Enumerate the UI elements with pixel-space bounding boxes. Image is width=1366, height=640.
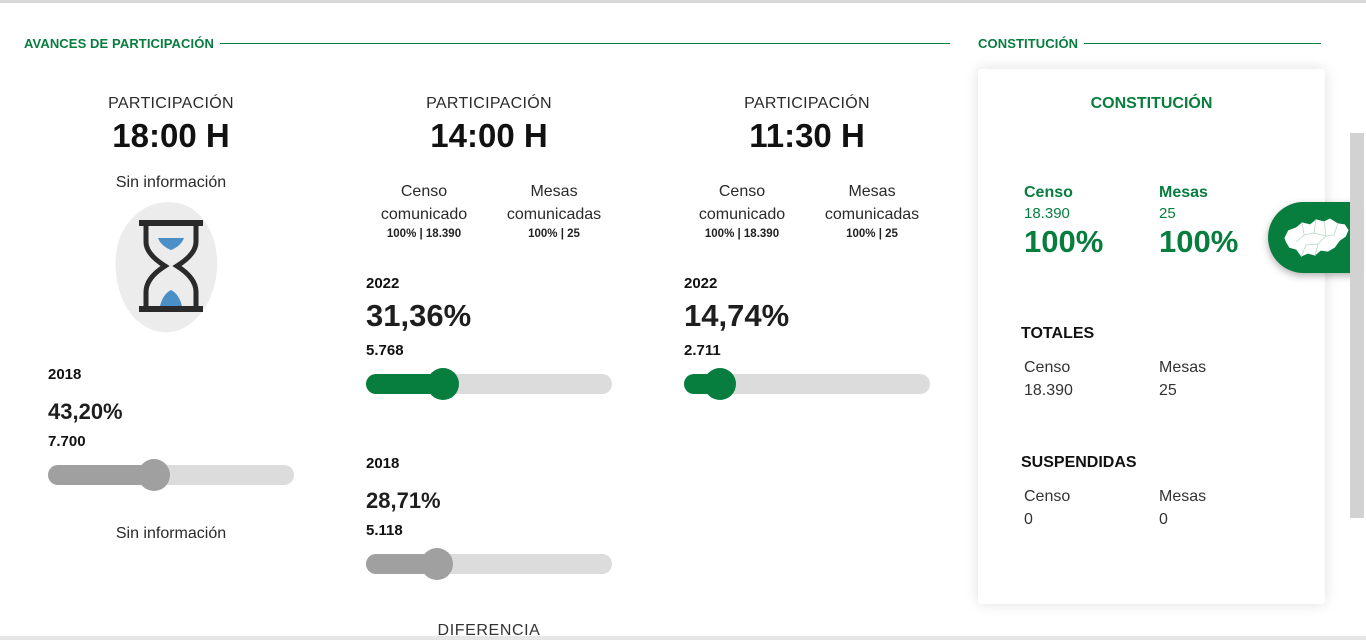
constitucion-section-title: CONSTITUCIÓN [978, 36, 1079, 51]
totales-censo-label: Censo [1024, 359, 1071, 376]
totales-mesas: Mesas 25 [1159, 356, 1206, 402]
year-2022-label: 2022 [366, 275, 400, 292]
participation-slider-2022 [366, 368, 612, 400]
participacion-hour: 11:30 H [749, 117, 865, 154]
top-border [0, 0, 1366, 3]
participacion-label: PARTICIPACIÓN [108, 95, 234, 112]
slider-knob [427, 368, 459, 400]
participation-pct-2018: 28,71% [366, 488, 441, 513]
totales-censo: Censo 18.390 [1024, 356, 1073, 402]
totales-mesas-value: 25 [1159, 382, 1177, 399]
participacion-1800-column: PARTICIPACIÓN 18:00 H Sin información [48, 95, 294, 192]
avances-section-header: AVANCES DE PARTICIPACIÓN [24, 36, 950, 51]
avances-section-title: AVANCES DE PARTICIPACIÓN [24, 36, 214, 51]
censo-value: 18.390 [1024, 205, 1070, 222]
page-scrollbar[interactable] [1350, 133, 1364, 518]
map-toggle-button[interactable] [1268, 202, 1358, 273]
censo-comunicado-value: 100% | 18.390 [386, 228, 462, 240]
slider-knob [704, 368, 736, 400]
participacion-1130-column: PARTICIPACIÓN 11:30 H [684, 95, 930, 155]
participation-count-2018: 7.700 [48, 433, 86, 450]
slider-fill [48, 465, 154, 485]
slider-knob [138, 459, 170, 491]
participation-slider-2018 [48, 459, 294, 491]
diferencia-label: DIFERENCIA [437, 622, 541, 639]
constitucion-section-header: CONSTITUCIÓN [978, 36, 1321, 51]
censo-comunicado: Censo comunicado 100% | 18.390 [359, 180, 489, 240]
mesas-comunicadas: Mesas comunicadas 100% | 25 [807, 180, 937, 240]
participation-pct-2022: 31,36% [366, 298, 472, 333]
mesas-comunicadas-label: Mesas comunicadas [824, 183, 920, 223]
comunicado-stats: Censo comunicado 100% | 18.390 Mesas com… [359, 180, 619, 240]
andalucia-map-icon [1283, 217, 1350, 258]
participation-pct-2018: 43,20% [48, 399, 123, 424]
slider-fill [366, 374, 443, 394]
section-divider [219, 43, 950, 44]
censo-comunicado-label: Censo comunicado [380, 183, 468, 223]
year-2018-label: 2018 [366, 455, 400, 472]
participation-count-2022: 2.711 [684, 342, 721, 359]
participation-slider-2018 [366, 548, 612, 580]
suspendidas-mesas-value: 0 [1159, 511, 1168, 528]
constitucion-card: CONSTITUCIÓN Censo 18.390 100% Mesas 25 … [978, 69, 1325, 604]
mesas-label: Mesas [1159, 184, 1208, 201]
slider-knob [421, 548, 453, 580]
mesas-comunicadas-value: 100% | 25 [846, 228, 898, 240]
comunicado-stats: Censo comunicado 100% | 18.390 Mesas com… [677, 180, 937, 240]
mesas-comunicadas: Mesas comunicadas 100% | 25 [489, 180, 619, 240]
hourglass-illustration [108, 197, 224, 337]
mesas-comunicadas-value: 100% | 25 [528, 228, 580, 240]
mesas-value: 25 [1159, 205, 1176, 222]
suspendidas-mesas: Mesas 0 [1159, 485, 1206, 531]
participation-slider-2022 [684, 368, 930, 400]
totales-censo-value: 18.390 [1024, 382, 1073, 399]
year-2018-label: 2018 [48, 366, 82, 383]
participacion-hour: 14:00 H [430, 117, 548, 154]
participacion-label: PARTICIPACIÓN [426, 95, 552, 112]
participacion-hour: 18:00 H [112, 117, 230, 154]
constitucion-card-title: CONSTITUCIÓN [1090, 95, 1213, 112]
suspendidas-censo: Censo 0 [1024, 485, 1070, 531]
totales-heading: TOTALES [1021, 325, 1095, 342]
participacion-1400-column: PARTICIPACIÓN 14:00 H [366, 95, 612, 155]
totales-mesas-label: Mesas [1159, 359, 1207, 376]
participacion-label: PARTICIPACIÓN [744, 95, 870, 112]
censo-comunicado: Censo comunicado 100% | 18.390 [677, 180, 807, 240]
censo-comunicado-label: Censo comunicado [698, 183, 786, 223]
participation-count-2018: 5.118 [366, 522, 403, 539]
mesas-comunicadas-label: Mesas comunicadas [506, 183, 602, 223]
censo-comunicado-value: 100% | 18.390 [704, 228, 780, 240]
censo-pct: 100% [1024, 224, 1104, 259]
suspendidas-mesas-label: Mesas [1159, 488, 1207, 505]
hourglass-icon [139, 220, 203, 312]
suspendidas-censo-value: 0 [1024, 511, 1033, 528]
participation-count-2022: 5.768 [366, 342, 404, 359]
mesas-constitucion-stat: Mesas 25 100% [1159, 184, 1238, 260]
section-divider [1084, 43, 1321, 44]
suspendidas-censo-label: Censo [1024, 488, 1071, 505]
sin-informacion-text: Sin información [115, 174, 227, 191]
censo-label: Censo [1024, 184, 1073, 201]
bottom-border [0, 636, 1366, 640]
suspendidas-heading: SUSPENDIDAS [1021, 454, 1137, 471]
participation-pct-2022: 14,74% [684, 298, 790, 333]
mesas-pct: 100% [1159, 224, 1239, 259]
sin-informacion-bottom-text: Sin información [115, 525, 227, 542]
year-2022-label: 2022 [684, 275, 718, 292]
censo-constitucion-stat: Censo 18.390 100% [1024, 184, 1103, 260]
slider-fill [366, 554, 437, 574]
